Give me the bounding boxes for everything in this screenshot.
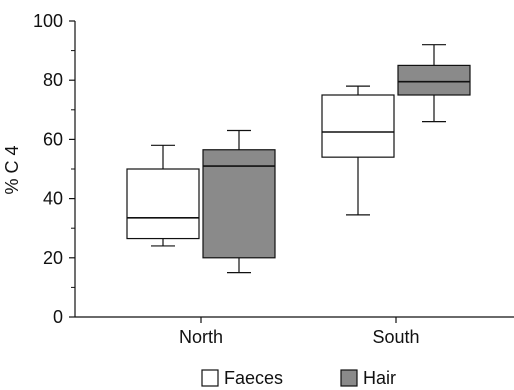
- legend-hair-label: Hair: [363, 368, 396, 388]
- box-plot-series: [126, 44, 471, 274]
- y-tick-label: 80: [43, 70, 63, 90]
- box-faeces-north: [126, 144, 200, 247]
- y-tick-label: 100: [33, 11, 63, 31]
- iqr-box: [202, 149, 276, 259]
- x-category-label: South: [372, 327, 419, 347]
- legend: Faeces Hair: [201, 368, 396, 388]
- box-hair-north: [202, 129, 276, 274]
- iqr-box: [397, 64, 471, 96]
- y-tick-label: 40: [43, 189, 63, 209]
- y-tick-label: 20: [43, 248, 63, 268]
- y-axis-label: % C 4: [2, 145, 22, 194]
- legend-faeces-swatch: [201, 369, 219, 387]
- y-tick-label: 0: [53, 307, 63, 327]
- legend-faeces-label: Faeces: [224, 368, 283, 388]
- y-tick-label: 60: [43, 129, 63, 149]
- iqr-box: [126, 168, 200, 240]
- x-category-label: North: [179, 327, 223, 347]
- box-faeces-south: [321, 85, 395, 216]
- iqr-box: [321, 94, 395, 158]
- legend-hair-swatch: [340, 369, 358, 387]
- x-axis-categories: North South: [179, 317, 420, 347]
- y-axis-ticks: 0 20 40 60 80 100: [33, 11, 75, 327]
- box-hair-south: [397, 44, 471, 123]
